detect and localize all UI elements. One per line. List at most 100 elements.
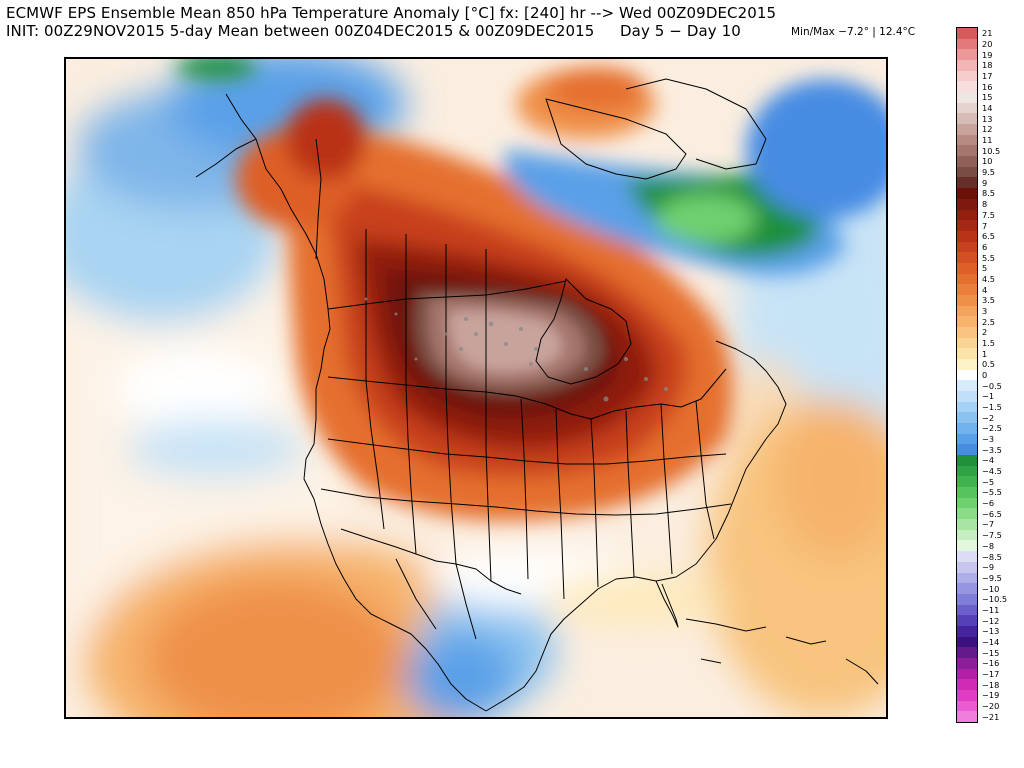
color-legend-label: −1.5 xyxy=(982,402,1002,413)
color-legend-label: −20 xyxy=(982,700,1000,711)
color-legend-swatch xyxy=(957,700,977,712)
color-legend-swatch xyxy=(957,188,977,200)
color-legend-swatch xyxy=(957,166,977,178)
color-legend-label: −5 xyxy=(982,476,995,487)
color-legend-label: 3.5 xyxy=(982,295,996,306)
color-legend-label: 2 xyxy=(982,327,988,338)
color-legend-swatch xyxy=(957,540,977,552)
color-legend-label: −1 xyxy=(982,391,995,402)
color-legend-swatch xyxy=(957,412,977,424)
min-max-readout: Min/Max −7.2° | 12.4°C xyxy=(791,26,916,38)
color-legend-label: 12 xyxy=(982,124,993,135)
color-legend-label: 20 xyxy=(982,39,993,49)
color-legend-label: −8 xyxy=(982,540,995,551)
color-legend-label: 8 xyxy=(982,199,988,210)
color-legend-swatch xyxy=(957,369,977,381)
color-legend-swatch xyxy=(957,636,977,648)
color-legend-swatch xyxy=(957,348,977,360)
color-legend-label: 5 xyxy=(982,263,988,274)
color-legend-swatch xyxy=(957,433,977,445)
color-legend-swatch xyxy=(957,465,977,477)
color-legend-label: 3 xyxy=(982,305,988,316)
color-legend-swatch xyxy=(957,337,977,349)
color-legend-label: −3.5 xyxy=(982,444,1002,455)
color-legend-swatch xyxy=(957,679,977,691)
color-legend-swatch xyxy=(957,476,977,488)
color-legend-swatch xyxy=(957,198,977,210)
color-legend-label: 11 xyxy=(982,135,993,146)
color-legend-label: 15 xyxy=(982,92,993,103)
color-legend-label: −15 xyxy=(982,647,1000,658)
color-legend-swatch xyxy=(957,284,977,296)
color-legend-swatch xyxy=(957,615,977,627)
color-legend-label: −5.5 xyxy=(982,487,1002,498)
color-legend-swatch xyxy=(957,28,977,39)
forecast-day-range: Day 5 − Day 10 xyxy=(620,22,741,40)
color-legend-label: −6.5 xyxy=(982,508,1002,519)
color-legend-label: 21 xyxy=(982,28,993,39)
color-legend-swatch xyxy=(957,604,977,616)
color-legend-label: 0.5 xyxy=(982,359,996,370)
color-legend-swatch xyxy=(957,177,977,189)
color-legend-label: 13 xyxy=(982,113,993,124)
color-legend-swatch xyxy=(957,145,977,157)
color-legend-label: −18 xyxy=(982,679,1000,690)
color-legend-swatch xyxy=(957,241,977,253)
color-legend-label: 8.5 xyxy=(982,188,996,199)
color-legend-swatch xyxy=(957,497,977,509)
color-legend-swatch xyxy=(957,81,977,93)
color-legend-swatch xyxy=(957,487,977,499)
color-legend-label: 9.5 xyxy=(982,167,996,178)
color-legend-swatch xyxy=(957,220,977,232)
color-legend-label: 16 xyxy=(982,81,993,92)
color-legend-label: −6 xyxy=(982,498,995,509)
color-legend-swatch xyxy=(957,209,977,221)
color-legend xyxy=(956,27,978,723)
color-legend-label: 6.5 xyxy=(982,231,996,242)
color-legend-label: 1 xyxy=(982,348,988,359)
color-legend-swatch xyxy=(957,689,977,701)
color-legend-swatch xyxy=(957,668,977,680)
color-legend-label: −8.5 xyxy=(982,551,1002,562)
color-legend-swatch xyxy=(957,49,977,61)
color-legend-swatch xyxy=(957,70,977,82)
color-legend-swatch xyxy=(957,92,977,104)
anomaly-map-graphic xyxy=(66,59,886,717)
color-legend-swatch xyxy=(957,380,977,392)
color-legend-label: −10.5 xyxy=(982,594,1008,605)
color-legend-label: −3 xyxy=(982,434,995,445)
color-legend-swatch xyxy=(957,326,977,338)
color-legend-swatch xyxy=(957,519,977,531)
color-legend-label: 4.5 xyxy=(982,273,996,284)
color-legend-label: 6 xyxy=(982,241,988,252)
color-legend-swatch xyxy=(957,134,977,146)
temperature-anomaly-field xyxy=(66,59,886,717)
color-legend-label: 5.5 xyxy=(982,252,996,263)
color-legend-label: 10.5 xyxy=(982,145,1001,156)
color-legend-label: 18 xyxy=(982,60,993,71)
color-legend-label: 0 xyxy=(982,370,988,380)
color-legend-swatch xyxy=(957,102,977,114)
color-legend-swatch xyxy=(957,305,977,317)
color-legend-label: 19 xyxy=(982,49,993,60)
color-legend-swatch xyxy=(957,529,977,541)
color-legend-label: −11 xyxy=(982,604,1000,615)
init-time-text: INIT: 00Z29NOV2015 5-day Mean between 00… xyxy=(6,22,595,40)
color-legend-label: 1.5 xyxy=(982,337,996,348)
color-legend-swatch xyxy=(957,647,977,659)
color-legend-swatch xyxy=(957,625,977,637)
color-legend-label: −2.5 xyxy=(982,423,1002,434)
color-legend-label: −7 xyxy=(982,519,995,530)
map-title: ECMWF EPS Ensemble Mean 850 hPa Temperat… xyxy=(6,4,777,22)
color-legend-label: 7.5 xyxy=(982,209,996,220)
color-legend-swatch xyxy=(957,583,977,595)
color-legend-label: −21 xyxy=(982,711,1000,722)
political-boundaries xyxy=(195,78,879,712)
color-legend-label: −12 xyxy=(982,615,1000,626)
color-legend-label: −4 xyxy=(982,455,995,466)
lakes xyxy=(364,297,668,402)
color-legend-swatch xyxy=(957,444,977,456)
color-legend-label: −19 xyxy=(982,690,1000,701)
color-legend-swatch xyxy=(957,252,977,264)
color-legend-label: 2.5 xyxy=(982,316,996,327)
